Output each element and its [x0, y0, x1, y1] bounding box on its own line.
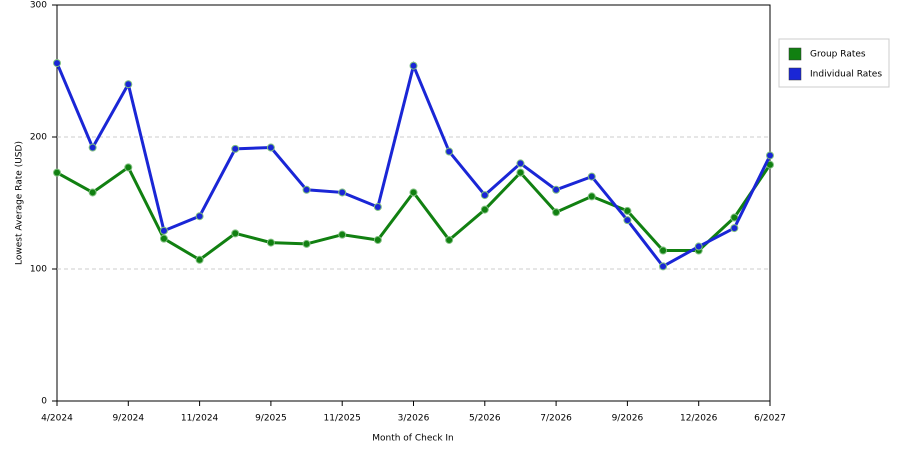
x-tick-label: 11/2025: [324, 414, 361, 424]
data-point: [445, 147, 454, 156]
data-point: [623, 216, 632, 225]
data-point: [730, 224, 739, 233]
data-point: [730, 213, 739, 222]
legend-swatch: [788, 47, 802, 61]
y-axis-label: Lowest Average Rate (USD): [15, 141, 25, 265]
data-point: [53, 168, 61, 177]
data-point: [231, 144, 240, 153]
x-tick-label: 9/2026: [612, 414, 644, 424]
y-tick-label: 300: [30, 1, 47, 11]
data-point: [338, 230, 347, 239]
data-point: [266, 143, 275, 152]
data-point: [552, 208, 561, 217]
data-point: [88, 143, 97, 152]
data-point: [587, 172, 596, 181]
y-tick-label: 100: [30, 265, 47, 275]
data-point: [124, 163, 133, 172]
x-tick-label: 5/2026: [469, 414, 501, 424]
legend-label: Group Rates: [810, 50, 866, 60]
data-point: [409, 188, 418, 197]
data-point: [266, 238, 275, 247]
legend-swatch: [788, 67, 802, 81]
x-tick-label: 9/2024: [112, 414, 144, 424]
y-tick-label: 0: [41, 397, 47, 407]
data-point: [195, 212, 204, 221]
data-point: [480, 205, 489, 214]
data-point: [623, 206, 632, 215]
data-point: [409, 61, 418, 70]
x-tick-label: 7/2026: [540, 414, 572, 424]
x-tick-label: 9/2025: [255, 414, 287, 424]
legend-label: Individual Rates: [810, 70, 882, 80]
data-point: [659, 262, 668, 271]
data-point: [159, 234, 168, 243]
x-tick-label: 3/2026: [398, 414, 430, 424]
x-axis-label: Month of Check In: [372, 434, 454, 444]
y-tick-label: 200: [30, 133, 47, 143]
data-point: [338, 188, 347, 197]
x-tick-label: 11/2024: [181, 414, 219, 424]
data-point: [480, 191, 489, 200]
data-point: [373, 202, 382, 211]
data-point: [694, 242, 703, 251]
data-point: [445, 235, 454, 244]
x-tick-label: 12/2026: [680, 414, 718, 424]
data-point: [516, 159, 525, 168]
x-tick-label: 4/2024: [41, 414, 73, 424]
data-point: [195, 255, 204, 264]
data-point: [124, 80, 133, 89]
data-point: [659, 246, 668, 255]
data-point: [53, 59, 61, 68]
data-point: [302, 185, 311, 194]
data-point: [88, 188, 97, 197]
data-point: [373, 235, 382, 244]
data-point: [766, 151, 774, 160]
data-point: [231, 229, 240, 238]
data-point: [552, 185, 561, 194]
data-point: [302, 239, 311, 248]
data-point: [587, 192, 596, 201]
x-tick-label: 6/2027: [754, 414, 786, 424]
data-point: [516, 168, 525, 177]
data-point: [159, 226, 168, 235]
